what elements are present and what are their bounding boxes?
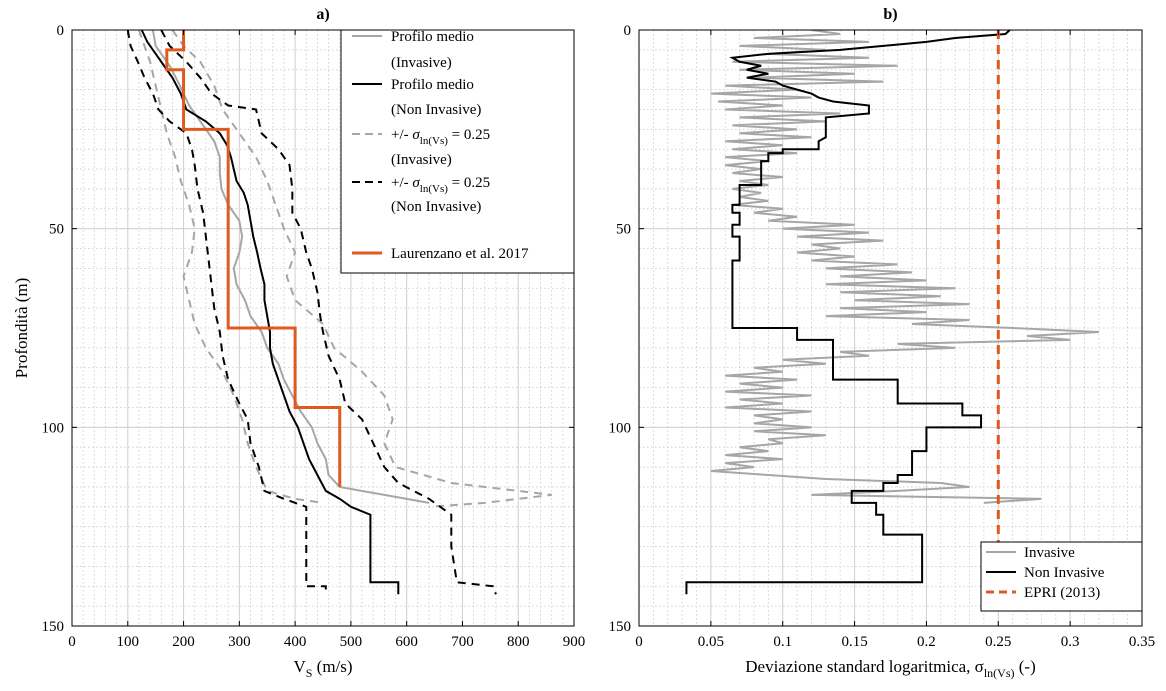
x-tick-label: 0.05	[698, 634, 724, 650]
legend-box	[980, 541, 1143, 612]
y-tick-label: 0	[57, 23, 65, 39]
y-tick-label: 0	[624, 23, 632, 39]
legend-label: Laurenzano et al. 2017	[391, 246, 529, 262]
legend: Profilo medio (Invasive) Profilo medio (Non…	[340, 29, 575, 274]
y-tick-label: 100	[609, 420, 632, 436]
legend-label: Profilo medio	[391, 77, 474, 93]
legend: Invasive Non Invasive EPRI (2013)	[980, 541, 1143, 612]
y-tick-label: 100	[42, 420, 65, 436]
legend-label: Invasive	[1024, 545, 1075, 561]
series-line-profilo-medio-invasive	[151, 30, 430, 504]
series-line-profilo-medio-non-invasive	[140, 30, 400, 595]
y-tick-label: 150	[42, 619, 65, 635]
series-line-invasive	[710, 30, 1099, 504]
x-axis-label-unit: (m/s)	[312, 657, 352, 676]
axes-frame	[638, 29, 1143, 627]
x-tick-label: 900	[563, 634, 586, 650]
series-group	[685, 30, 1099, 595]
x-axis-label-main: Deviazione standard logaritmica, σ	[745, 657, 984, 676]
legend-label: (Invasive)	[391, 55, 452, 71]
x-axis-label: Deviazione standard logaritmica, σln(Vs)…	[745, 657, 1035, 680]
series-line-non-invasive	[685, 30, 1011, 595]
legend-label: (Non Invasive)	[391, 199, 481, 215]
panel-title: b)	[883, 6, 897, 23]
grid	[638, 29, 1143, 627]
legend-label-sigma: σ	[412, 127, 420, 143]
series-line-non-invasive	[160, 30, 497, 595]
panel-b: 0 0.05 0.1 0.15 0.2 0.25 0.3 0.35 0 50 100 150 b) Dev…	[609, 6, 1156, 680]
x-tick-label: 300	[228, 634, 251, 650]
legend-label-post: = 0.25	[448, 175, 490, 191]
legend-label-sub: ln(Vs)	[420, 183, 448, 195]
legend-label: (Invasive)	[391, 152, 452, 168]
legend-label: Profilo medio	[391, 29, 474, 45]
panel-title: a)	[316, 6, 329, 23]
series-group	[126, 30, 552, 595]
x-axis-label: VS (m/s)	[293, 657, 352, 680]
x-tick-label: 0.35	[1129, 634, 1155, 650]
x-tick-label: 800	[507, 634, 530, 650]
legend-label-sigma: σ	[412, 175, 420, 191]
x-tick-label: 500	[340, 634, 363, 650]
y-tick-label: 50	[49, 222, 64, 238]
y-tick-label: 50	[616, 222, 631, 238]
legend-label: +/- σln(Vs) = 0.25	[391, 175, 490, 195]
x-tick-label: 0.25	[985, 634, 1011, 650]
x-tick-label: 0.2	[917, 634, 936, 650]
x-tick-label: 600	[395, 634, 418, 650]
legend-label-sub: ln(Vs)	[420, 135, 448, 147]
x-axis-label-unit: (-)	[1015, 657, 1036, 676]
legend-label: EPRI (2013)	[1024, 585, 1100, 601]
x-axis-label-main: V	[293, 657, 306, 676]
x-tick-label: 0.1	[773, 634, 792, 650]
legend-label: Non Invasive	[1024, 565, 1105, 581]
x-axis-label-sub: S	[306, 666, 313, 680]
legend-label-post: = 0.25	[448, 127, 490, 143]
x-tick-label: 0.15	[841, 634, 867, 650]
legend-box	[340, 29, 575, 274]
x-tick-label: 0	[635, 634, 643, 650]
series-line-laurenzano-et-al-2017	[165, 30, 342, 487]
series-line-non-invasive	[126, 30, 327, 595]
x-tick-label: 0	[68, 634, 76, 650]
x-tick-label: 0.3	[1061, 634, 1080, 650]
legend-label: (Non Invasive)	[391, 102, 481, 118]
series-line-invasive	[171, 30, 552, 508]
axes-frame	[71, 29, 575, 627]
legend-label-pre: +/-	[391, 127, 412, 143]
x-tick-label: 100	[117, 634, 140, 650]
panel-a: 0 100 200 300 400 500 600 700 800 900 0 50 100 150 a) V…	[12, 6, 585, 680]
y-axis-label: Profondità (m)	[12, 278, 31, 379]
x-tick-label: 700	[451, 634, 474, 650]
y-tick-label: 150	[609, 619, 632, 635]
x-axis-label-sub: ln(Vs)	[984, 666, 1015, 680]
x-tick-label: 200	[172, 634, 195, 650]
series-line-invasive	[137, 30, 324, 504]
legend-label-pre: +/-	[391, 175, 412, 191]
legend-label: +/- σln(Vs) = 0.25	[391, 127, 490, 147]
x-tick-label: 400	[284, 634, 307, 650]
